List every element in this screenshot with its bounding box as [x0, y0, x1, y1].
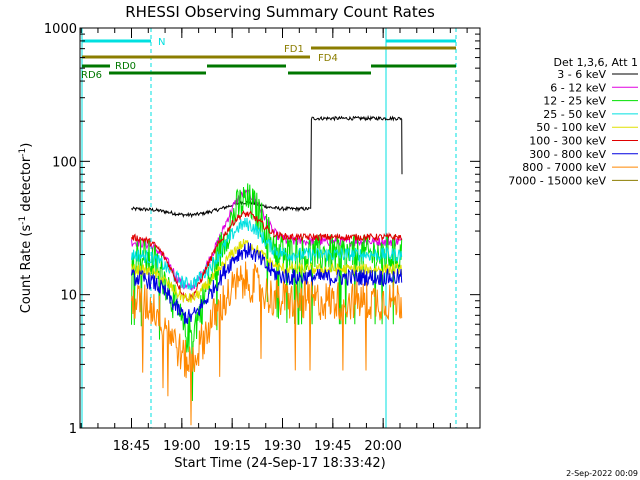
- curve-300-800-kev: [131, 242, 403, 325]
- x-tick-label: 19:30: [264, 439, 301, 454]
- night-label: N: [158, 37, 165, 48]
- legend-label: 100 - 300 keV: [529, 135, 606, 148]
- axis-ticks: 1 10 100 1000 18:45 19:00 19:15 19:30 19:45 20:00: [44, 22, 480, 454]
- y-label-part2: detector: [19, 156, 34, 216]
- y-label-part3: ): [19, 143, 34, 148]
- legend-label: 7000 - 15000 keV: [508, 174, 606, 187]
- y-label-part1: Count Rate (s: [19, 225, 34, 314]
- fd4-label: FD4: [318, 53, 338, 64]
- rd0-label: RD0: [115, 61, 136, 72]
- y-label-sup2: -1: [18, 148, 28, 157]
- x-tick-label: 19:45: [314, 439, 351, 454]
- x-tick-label: 19:00: [163, 439, 200, 454]
- curve-25-50-kev: [131, 217, 403, 291]
- y-tick-label: 1: [69, 422, 77, 437]
- rd6-label: RD6: [81, 70, 102, 81]
- y-tick-label: 1000: [44, 22, 77, 37]
- legend-label: 12 - 25 keV: [543, 95, 606, 108]
- y-axis-label: Count Rate (s-1 detector-1): [18, 143, 34, 314]
- y-label-sup1: -1: [18, 216, 28, 225]
- curve-50-100-kev: [131, 238, 403, 303]
- chart-title: RHESSI Observing Summary Count Rates: [125, 3, 435, 21]
- plot-area: N FD1 FD4 RD0 RD6: [81, 28, 457, 428]
- curve-100-300-kev: [131, 210, 403, 301]
- legend-label: 300 - 800 keV: [529, 148, 606, 161]
- legend-title: Det 1,3,6, Att 1: [554, 56, 638, 69]
- y-tick-label: 100: [52, 155, 77, 170]
- legend-label: 50 - 100 keV: [536, 121, 606, 134]
- timestamp: 2-Sep-2022 00:09: [566, 469, 638, 478]
- x-tick-label: 19:15: [213, 439, 250, 454]
- legend-label: 6 - 12 keV: [550, 81, 606, 94]
- legend-label: 800 - 7000 keV: [522, 161, 606, 174]
- x-tick-label: 18:45: [113, 439, 150, 454]
- x-tick-label: 20:00: [364, 439, 401, 454]
- y-tick-label: 10: [60, 289, 77, 304]
- legend-label: 3 - 6 keV: [557, 68, 606, 81]
- x-axis-label: Start Time (24-Sep-17 18:33:42): [174, 456, 385, 471]
- fd1-label: FD1: [284, 44, 304, 55]
- legend-label: 25 - 50 keV: [543, 108, 606, 121]
- plot-frame: [79, 27, 481, 429]
- curve-800-7000-kev: [131, 261, 403, 426]
- curve-3-6-kev: [131, 114, 403, 219]
